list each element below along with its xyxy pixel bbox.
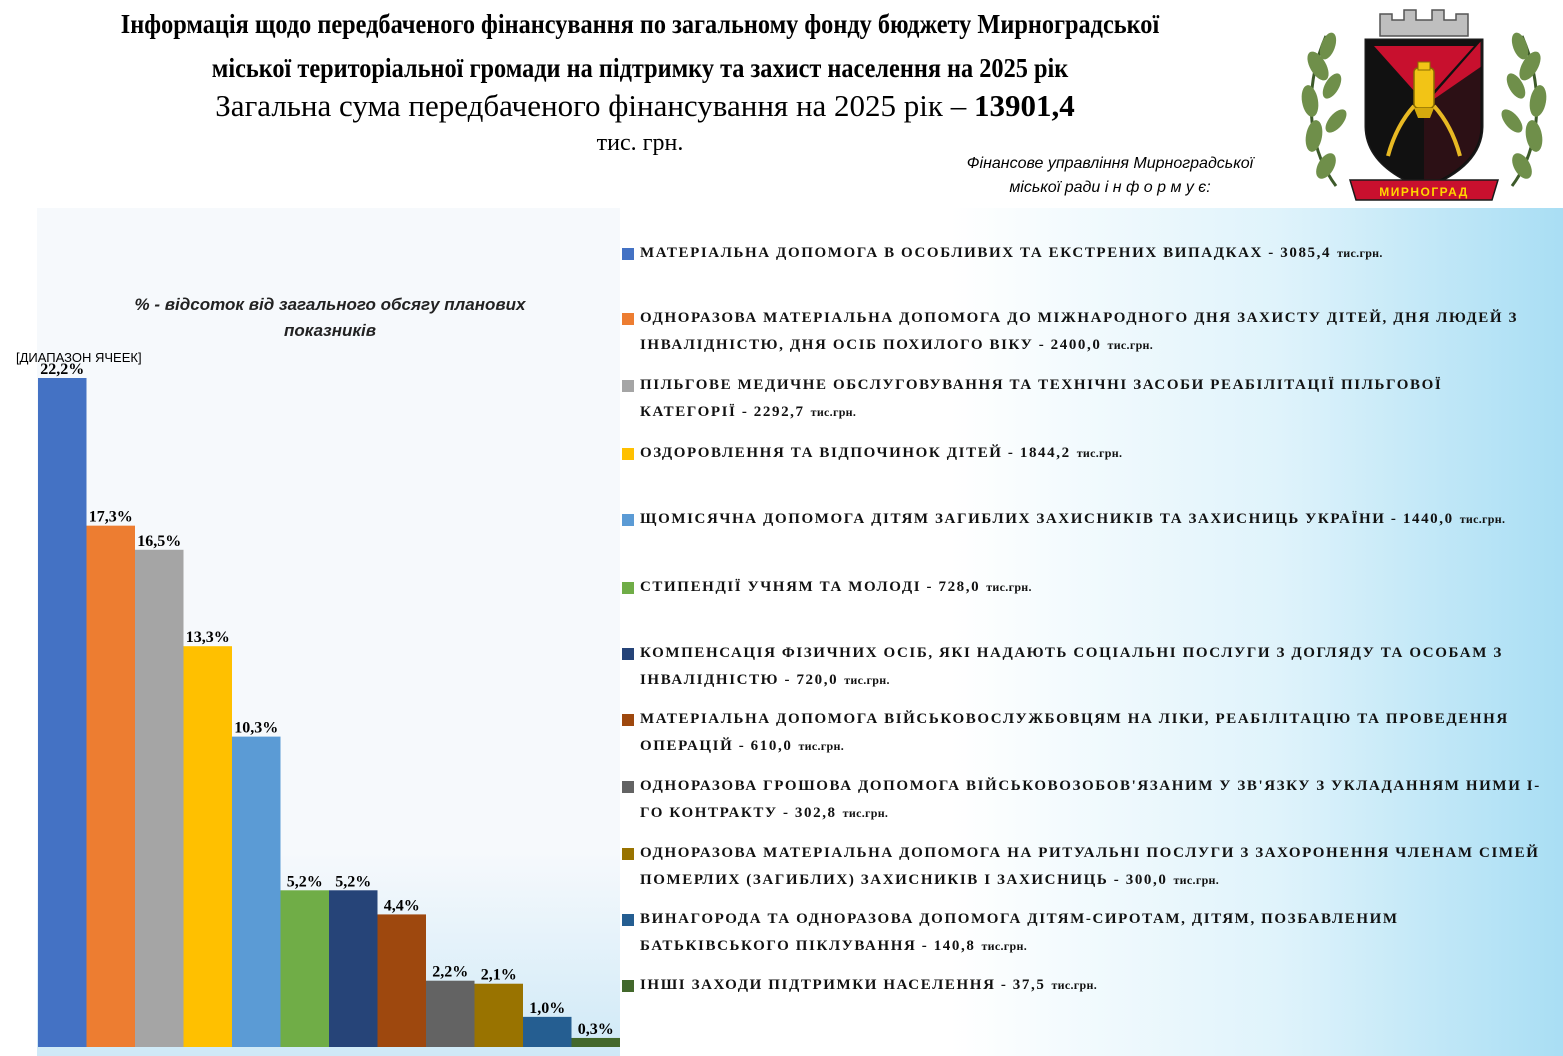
bar-2: [86, 525, 135, 1047]
total-prefix: Загальна сума передбаченого фінансування…: [215, 88, 974, 123]
legend-swatch: [622, 980, 634, 992]
legend-label: ОДНОРАЗОВА МАТЕРІАЛЬНА ДОПОМОГА НА РИТУА…: [640, 845, 1540, 888]
legend-swatch: [622, 848, 634, 860]
legend-item-1: МАТЕРІАЛЬНА ДОПОМОГА В ОСОБЛИВИХ ТА ЕКСТ…: [622, 240, 1542, 267]
bar-4: [183, 646, 232, 1047]
legend-item-7: КОМПЕНСАЦІЯ ФІЗИЧНИХ ОСІБ, ЯКІ НАДАЮТЬ С…: [622, 640, 1542, 694]
legend-text: КОМПЕНСАЦІЯ ФІЗИЧНИХ ОСІБ, ЯКІ НАДАЮТЬ С…: [640, 640, 1542, 694]
bar-5: [232, 736, 281, 1047]
legend-label: ПІЛЬГОВЕ МЕДИЧНЕ ОБСЛУГОВУВАННЯ ТА ТЕХНІ…: [640, 377, 1443, 420]
legend-background: [620, 208, 1563, 1056]
legend-unit: тис.грн.: [844, 673, 890, 687]
legend-swatch: [622, 313, 634, 325]
legend-item-5: ЩОМІСЯЧНА ДОПОМОГА ДІТЯМ ЗАГИБЛИХ ЗАХИСН…: [622, 506, 1542, 533]
legend-label: СТИПЕНДІЇ УЧНЯМ ТА МОЛОДІ - 728,0: [640, 579, 981, 595]
legend-item-6: СТИПЕНДІЇ УЧНЯМ ТА МОЛОДІ - 728,0 тис.грн…: [622, 574, 1542, 601]
bar-label-8: 4,4%: [384, 897, 420, 914]
total-units: тис. грн.: [596, 130, 684, 156]
legend-item-10: ОДНОРАЗОВА МАТЕРІАЛЬНА ДОПОМОГА НА РИТУА…: [622, 840, 1542, 894]
legend-swatch: [622, 380, 634, 392]
bar-label-5: 10,3%: [234, 720, 278, 737]
info-caption: Фінансове управління Мирноградської місь…: [900, 152, 1320, 200]
legend-text: ОЗДОРОВЛЕННЯ ТА ВІДПОЧИНОК ДІТЕЙ - 1844,…: [640, 440, 1542, 467]
bar-label-1: 22,2%: [40, 361, 84, 378]
legend-item-9: ОДНОРАЗОВА ГРОШОВА ДОПОМОГА ВІЙСЬКОВОЗОБ…: [622, 773, 1542, 827]
info-line-2: міської ради і н ф о р м у є:: [1009, 179, 1211, 196]
legend-unit: тис.грн.: [981, 939, 1028, 953]
legend-item-3: ПІЛЬГОВЕ МЕДИЧНЕ ОБСЛУГОВУВАННЯ ТА ТЕХНІ…: [622, 372, 1542, 426]
legend-label: ОДНОРАЗОВА ГРОШОВА ДОПОМОГА ВІЙСЬКОВОЗОБ…: [640, 778, 1541, 821]
legend-label: КОМПЕНСАЦІЯ ФІЗИЧНИХ ОСІБ, ЯКІ НАДАЮТЬ С…: [640, 645, 1503, 688]
bar-7: [329, 890, 378, 1047]
bar-12: [571, 1037, 620, 1047]
legend-item-2: ОДНОРАЗОВА МАТЕРІАЛЬНА ДОПОМОГА ДО МІЖНА…: [622, 305, 1542, 359]
legend-label: МАТЕРІАЛЬНА ДОПОМОГА ВІЙСЬКОВОСЛУЖБОВЦЯМ…: [640, 711, 1509, 754]
bar-label-7: 5,2%: [335, 873, 371, 890]
legend-text: ЩОМІСЯЧНА ДОПОМОГА ДІТЯМ ЗАГИБЛИХ ЗАХИСН…: [640, 506, 1542, 533]
bar-1: [38, 378, 87, 1047]
legend-text: ВИНАГОРОДА ТА ОДНОРАЗОВА ДОПОМОГА ДІТЯМ-…: [640, 906, 1542, 960]
legend-label: МАТЕРІАЛЬНА ДОПОМОГА В ОСОБЛИВИХ ТА ЕКСТ…: [640, 245, 1332, 261]
legend-item-11: ВИНАГОРОДА ТА ОДНОРАЗОВА ДОПОМОГА ДІТЯМ-…: [622, 906, 1542, 960]
legend-text: ІНШІ ЗАХОДИ ПІДТРИМКИ НАСЕЛЕННЯ - 37,5 ти…: [640, 972, 1542, 999]
legend-label: ВИНАГОРОДА ТА ОДНОРАЗОВА ДОПОМОГА ДІТЯМ-…: [640, 911, 1399, 954]
legend-swatch: [622, 914, 634, 926]
info-line-1: Фінансове управління Мирноградської: [966, 155, 1254, 172]
legend-text: ОДНОРАЗОВА МАТЕРІАЛЬНА ДОПОМОГА ДО МІЖНА…: [640, 305, 1542, 359]
total-line: Загальна сума передбаченого фінансування…: [150, 88, 1140, 124]
legend-unit: тис.грн.: [798, 739, 845, 753]
page-title: Інформація щодо передбаченого фінансуван…: [120, 9, 1160, 83]
bar-8: [377, 914, 426, 1047]
legend-text: МАТЕРІАЛЬНА ДОПОМОГА ВІЙСЬКОВОСЛУЖБОВЦЯМ…: [640, 706, 1542, 760]
legend-swatch: [622, 514, 634, 526]
bar-label-9: 2,2%: [432, 964, 468, 981]
range-label: [ДИАПАЗОН ЯЧЕЕК]: [16, 350, 142, 365]
legend-item-12: ІНШІ ЗАХОДИ ПІДТРИМКИ НАСЕЛЕННЯ - 37,5 ти…: [622, 972, 1542, 999]
legend-text: МАТЕРІАЛЬНА ДОПОМОГА В ОСОБЛИВИХ ТА ЕКСТ…: [640, 240, 1542, 267]
legend-swatch: [622, 781, 634, 793]
legend-unit: тис.грн.: [842, 806, 889, 820]
bar-label-11: 1,0%: [529, 1000, 565, 1017]
legend-unit: тис.грн.: [1337, 246, 1383, 260]
bar-11: [523, 1016, 572, 1047]
legend-text: ПІЛЬГОВЕ МЕДИЧНЕ ОБСЛУГОВУВАННЯ ТА ТЕХНІ…: [640, 372, 1542, 426]
bar-label-10: 2,1%: [481, 967, 517, 984]
bar-10: [474, 983, 523, 1047]
legend-label: ОДНОРАЗОВА МАТЕРІАЛЬНА ДОПОМОГА ДО МІЖНА…: [640, 310, 1519, 353]
legend-unit: тис.грн.: [986, 580, 1032, 594]
legend-item-8: МАТЕРІАЛЬНА ДОПОМОГА ВІЙСЬКОВОСЛУЖБОВЦЯМ…: [622, 706, 1542, 760]
bar-label-3: 16,5%: [137, 533, 181, 550]
legend-unit: тис.грн.: [1459, 512, 1506, 526]
legend-label: ІНШІ ЗАХОДИ ПІДТРИМКИ НАСЕЛЕННЯ - 37,5: [640, 977, 1046, 993]
legend-unit: тис.грн.: [1076, 446, 1123, 460]
total-value: 13901,4: [973, 88, 1075, 123]
svg-text:МИРНОГРАД: МИРНОГРАД: [1379, 185, 1469, 199]
legend-text: СТИПЕНДІЇ УЧНЯМ ТА МОЛОДІ - 728,0 тис.грн…: [640, 574, 1542, 601]
bar-label-6: 5,2%: [287, 873, 323, 890]
bar-3: [135, 549, 184, 1047]
chart-subtitle: % - відсоток від загального обсягу плано…: [134, 295, 526, 340]
bar-label-4: 13,3%: [186, 629, 230, 646]
legend-unit: тис.грн.: [810, 405, 857, 419]
legend-unit: тис.грн.: [1107, 338, 1154, 352]
legend-unit: тис.грн.: [1051, 978, 1098, 992]
legend-text: ОДНОРАЗОВА ГРОШОВА ДОПОМОГА ВІЙСЬКОВОЗОБ…: [640, 773, 1542, 827]
legend-unit: тис.грн.: [1173, 873, 1220, 887]
bar-label-2: 17,3%: [89, 509, 133, 526]
legend-label: ЩОМІСЯЧНА ДОПОМОГА ДІТЯМ ЗАГИБЛИХ ЗАХИСН…: [640, 511, 1454, 527]
legend-swatch: [622, 714, 634, 726]
legend-swatch: [622, 582, 634, 594]
bar-label-12: 0,3%: [578, 1021, 614, 1038]
bar-6: [280, 890, 329, 1047]
bar-9: [426, 980, 475, 1047]
legend-swatch: [622, 448, 634, 460]
legend-swatch: [622, 248, 634, 260]
legend-swatch: [622, 648, 634, 660]
legend-text: ОДНОРАЗОВА МАТЕРІАЛЬНА ДОПОМОГА НА РИТУА…: [640, 840, 1542, 894]
legend-label: ОЗДОРОВЛЕННЯ ТА ВІДПОЧИНОК ДІТЕЙ - 1844,…: [640, 445, 1071, 461]
mirnograd-coat-of-arms-icon: МИРНОГРАД: [1301, 9, 1547, 201]
legend-item-4: ОЗДОРОВЛЕННЯ ТА ВІДПОЧИНОК ДІТЕЙ - 1844,…: [622, 440, 1542, 467]
